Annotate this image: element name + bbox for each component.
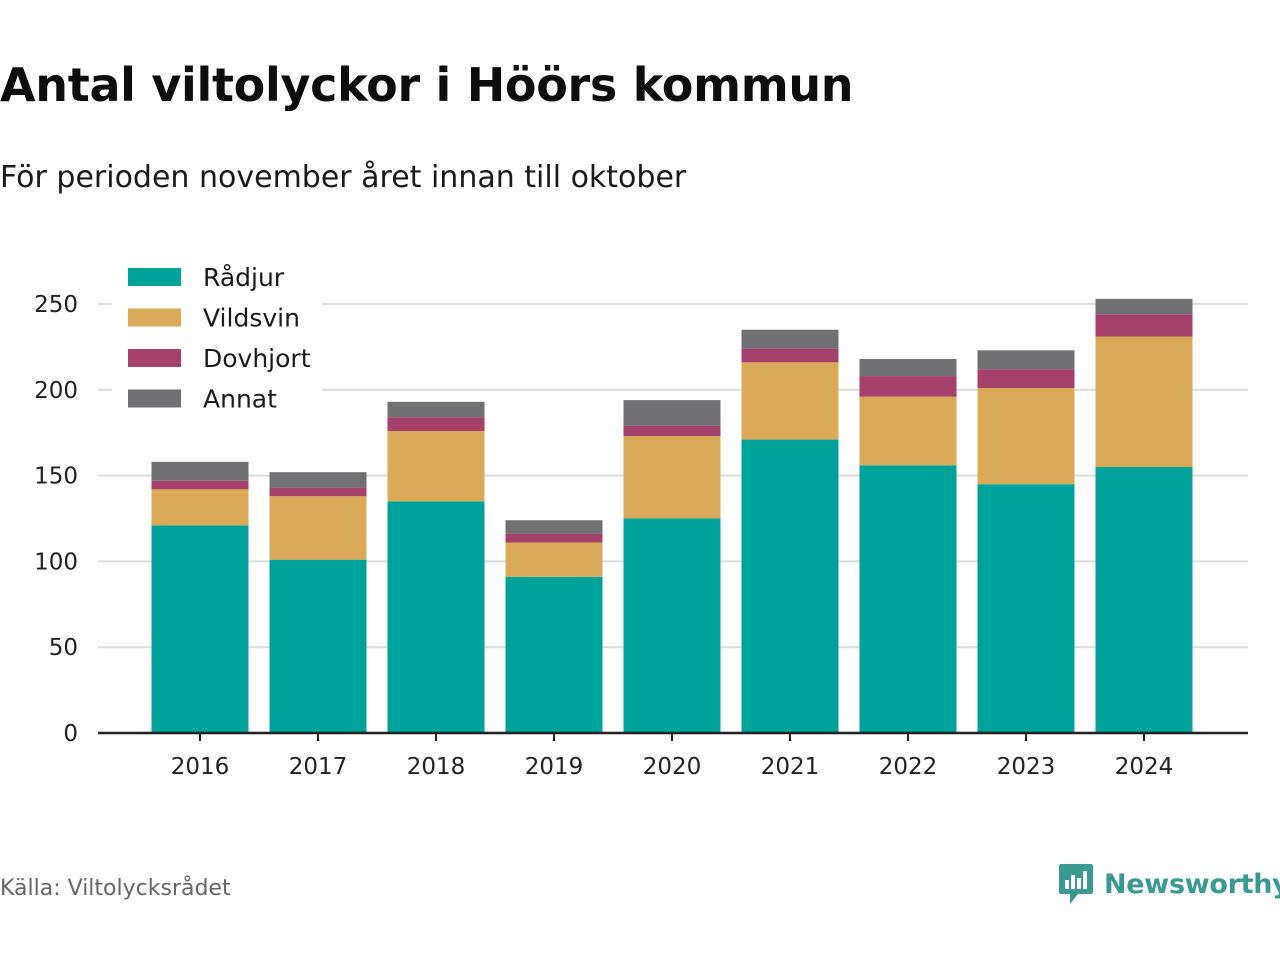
y-tick-label: 250	[34, 292, 78, 318]
bar-stack-2017	[269, 472, 367, 733]
bar-segment-dovhjort	[387, 417, 485, 431]
y-tick-label: 100	[34, 549, 78, 575]
x-tick-label: 2020	[643, 754, 702, 780]
y-tick-label: 0	[63, 721, 78, 747]
bar-segment-rådjur	[623, 518, 721, 733]
bar-segment-vildsvin	[977, 388, 1075, 485]
bars	[151, 298, 1193, 733]
bar-segment-vildsvin	[269, 496, 367, 560]
bar-segment-annat	[977, 350, 1075, 370]
chart-subtitle: För perioden november året innan till ok…	[0, 160, 687, 195]
bar-segment-rådjur	[505, 576, 603, 733]
bar-segment-dovhjort	[859, 376, 957, 397]
bar-segment-dovhjort	[977, 369, 1075, 389]
x-tick-label: 2016	[171, 754, 230, 780]
x-axis: 2016 2017 2018 2019 2020 2021 2022 2023 2024	[98, 731, 1248, 780]
bar-segment-rådjur	[977, 484, 1075, 733]
bar-segment-dovhjort	[505, 533, 603, 543]
bar-stack-2020	[623, 400, 721, 733]
x-tick-label: 2018	[407, 754, 466, 780]
bar-stack-2024	[1095, 298, 1193, 733]
y-axis: 0 50 100 150 200 250	[34, 292, 78, 747]
bar-segment-vildsvin	[151, 489, 249, 526]
bar-segment-dovhjort	[741, 348, 839, 363]
y-tick-label: 200	[34, 378, 78, 404]
brand-name: Newsworthy	[1104, 868, 1280, 900]
bar-segment-annat	[1095, 298, 1193, 315]
bar-segment-vildsvin	[387, 430, 485, 502]
legend-label: Vildsvin	[203, 304, 300, 333]
bar-segment-rådjur	[859, 465, 957, 733]
bar-stack-2018	[387, 401, 485, 733]
bar-stack-2016	[151, 461, 249, 733]
legend-swatch	[128, 268, 181, 286]
legend-swatch	[128, 349, 181, 367]
bar-segment-annat	[269, 472, 367, 488]
bar-segment-annat	[505, 520, 603, 534]
bar-segment-annat	[623, 400, 721, 426]
bar-segment-rådjur	[1095, 467, 1193, 733]
x-tick-label: 2024	[1115, 754, 1174, 780]
bar-segment-vildsvin	[859, 396, 957, 466]
bar-segment-vildsvin	[741, 362, 839, 440]
x-tick-label: 2021	[761, 754, 820, 780]
bar-segment-vildsvin	[623, 436, 721, 519]
bar-stack-2023	[977, 350, 1075, 733]
legend-item-dovhjort: Dovhjort	[128, 344, 311, 373]
x-tick-label: 2022	[879, 754, 938, 780]
brand-logo: Newsworthy	[1058, 862, 1280, 906]
bar-stack-2019	[505, 520, 603, 733]
legend-swatch	[128, 308, 181, 327]
legend-label: Dovhjort	[203, 344, 311, 373]
bar-segment-annat	[741, 329, 839, 349]
bar-segment-annat	[859, 358, 957, 377]
bar-segment-vildsvin	[505, 542, 603, 577]
bar-segment-rådjur	[151, 525, 249, 733]
legend: Rådjur Vildsvin Dovhjort Annat	[112, 255, 322, 415]
bar-stack-2021	[741, 329, 839, 733]
legend-item-vildsvin: Vildsvin	[128, 304, 300, 333]
y-tick-label: 50	[49, 635, 78, 661]
legend-swatch	[128, 389, 181, 408]
y-tick-label: 150	[34, 464, 78, 490]
bar-segment-dovhjort	[151, 480, 249, 490]
bar-segment-rådjur	[387, 501, 485, 733]
bar-stack-2022	[859, 358, 957, 733]
x-tick-label: 2019	[525, 754, 584, 780]
bar-segment-vildsvin	[1095, 336, 1193, 468]
legend-label: Rådjur	[203, 263, 285, 292]
bar-segment-annat	[387, 401, 485, 418]
bar-segment-dovhjort	[269, 487, 367, 497]
bar-segment-dovhjort	[623, 425, 721, 437]
legend-label: Annat	[203, 385, 277, 414]
x-tick-label: 2023	[997, 754, 1056, 780]
x-tick-label: 2017	[289, 754, 348, 780]
bar-chart-speech-bubble-icon	[1059, 864, 1093, 904]
legend-item-rådjur: Rådjur	[128, 263, 285, 292]
bar-segment-rådjur	[269, 559, 367, 733]
source-note: Källa: Viltolycksrådet	[0, 876, 231, 901]
bar-segment-annat	[151, 461, 249, 481]
chart-title: Antal viltolyckor i Höörs kommun	[0, 58, 854, 112]
bar-segment-dovhjort	[1095, 314, 1193, 337]
bar-segment-rådjur	[741, 439, 839, 733]
legend-item-annat: Annat	[128, 385, 277, 414]
